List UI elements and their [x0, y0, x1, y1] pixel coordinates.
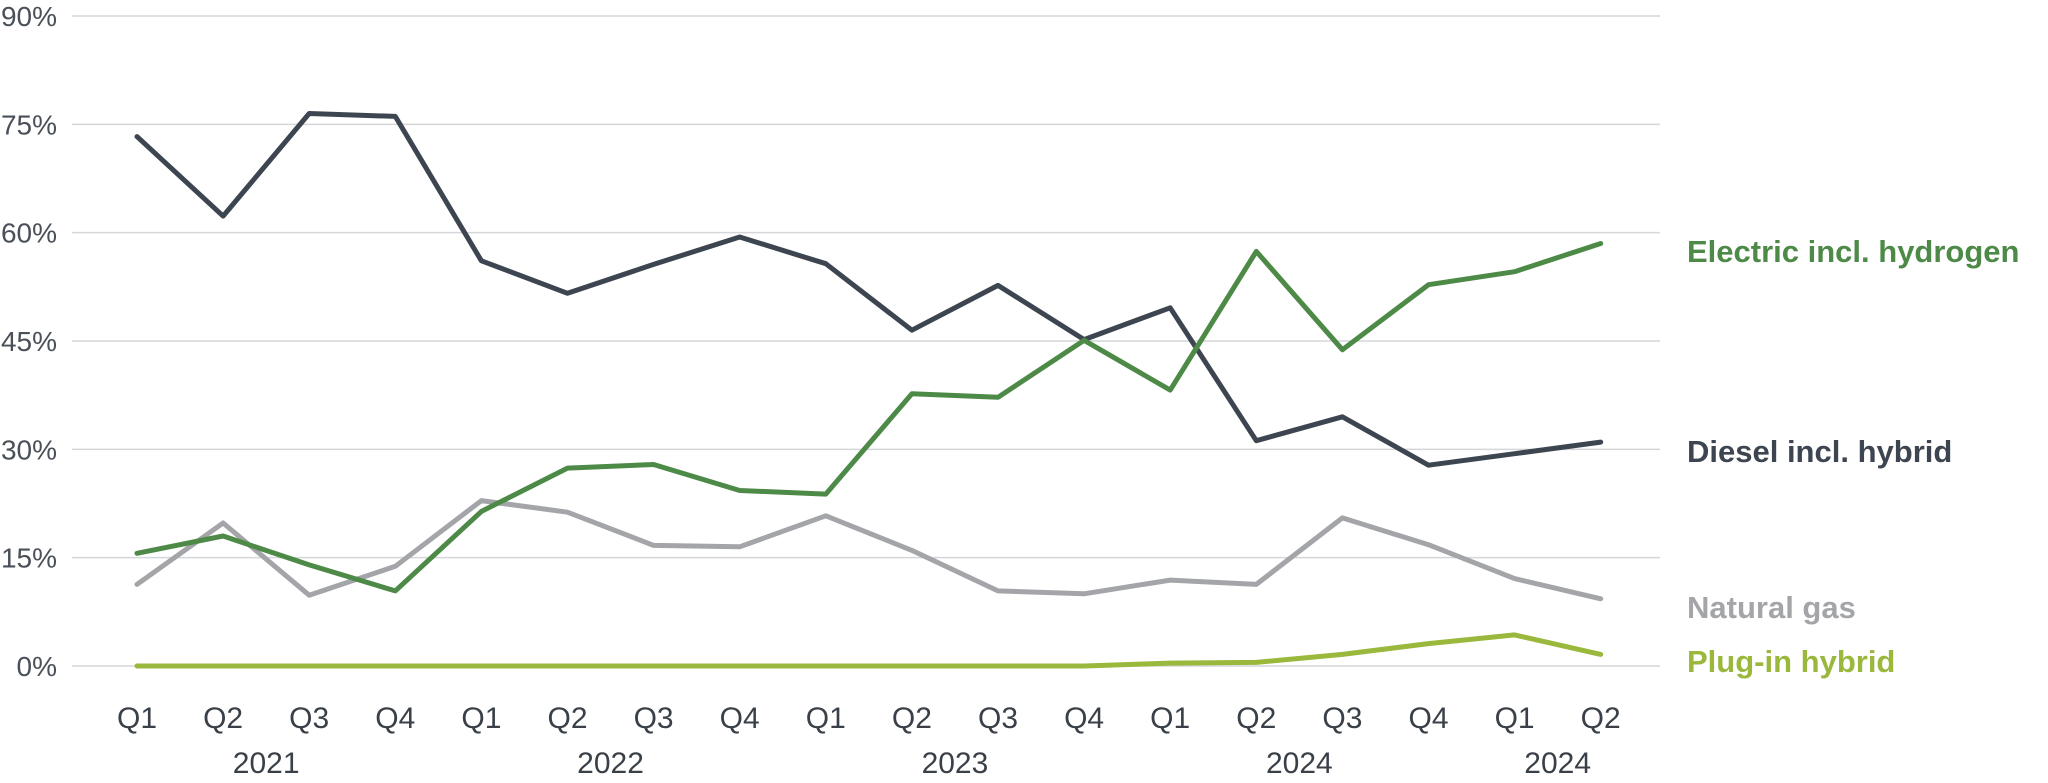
x-tick-label: Q3: [1322, 702, 1362, 735]
x-tick-label: Q2: [1581, 702, 1621, 735]
y-tick-label: 60%: [1, 218, 57, 249]
x-tick-label: Q3: [634, 702, 674, 735]
x-tick-label: Q2: [1236, 702, 1276, 735]
series-label: Diesel incl. hybrid: [1687, 434, 1952, 469]
series-line-plug-in-hybrid: [134, 632, 1604, 669]
y-tick-label: 45%: [1, 326, 57, 357]
y-tick-label: 0%: [17, 651, 57, 682]
x-tick-label: Q1: [461, 702, 501, 735]
x-year-label: 2022: [577, 747, 644, 780]
x-year-label: 2021: [233, 747, 300, 780]
x-year-label: 2024: [1524, 747, 1591, 780]
x-tick-label: Q1: [806, 702, 846, 735]
x-axis-year-labels: 2021 2022 2023 2024 2024: [233, 747, 1591, 780]
y-axis-ticks: 0% 15% 30% 45% 60% 75% 90%: [1, 1, 57, 682]
y-tick-label: 15%: [1, 543, 57, 574]
y-tick-label: 90%: [1, 1, 57, 32]
x-tick-label: Q4: [1064, 702, 1104, 735]
series-line-natural-gas: [134, 498, 1604, 602]
series-label: Plug-in hybrid: [1687, 644, 1895, 679]
x-year-label: 2024: [1266, 747, 1333, 780]
x-tick-label: Q1: [117, 702, 157, 735]
x-tick-label: Q3: [289, 702, 329, 735]
x-tick-label: Q2: [203, 702, 243, 735]
y-tick-label: 75%: [1, 109, 57, 140]
x-tick-label: Q1: [1495, 702, 1535, 735]
series-label: Natural gas: [1687, 590, 1856, 625]
x-tick-label: Q4: [720, 702, 760, 735]
x-tick-label: Q3: [978, 702, 1018, 735]
y-tick-label: 30%: [1, 434, 57, 465]
x-tick-label: Q2: [547, 702, 587, 735]
series-line-electric-incl-hydrogen: [134, 241, 1604, 594]
series-lines: [134, 111, 1604, 669]
x-tick-label: Q4: [375, 702, 415, 735]
x-tick-label: Q4: [1408, 702, 1448, 735]
series-label: Electric incl. hydrogen: [1687, 234, 2019, 269]
x-axis-ticks: Q1 Q2 Q3 Q4 Q1 Q2 Q3 Q4 Q1 Q2 Q3 Q4 Q1 Q2 Q3 Q4 Q1 Q2: [117, 702, 1621, 735]
x-year-label: 2023: [922, 747, 989, 780]
series-labels: Diesel incl. hybrid Electric incl. hydrog…: [1687, 234, 2019, 679]
series-line-diesel-incl-hybrid: [134, 111, 1604, 468]
x-tick-label: Q1: [1150, 702, 1190, 735]
x-tick-label: Q2: [892, 702, 932, 735]
